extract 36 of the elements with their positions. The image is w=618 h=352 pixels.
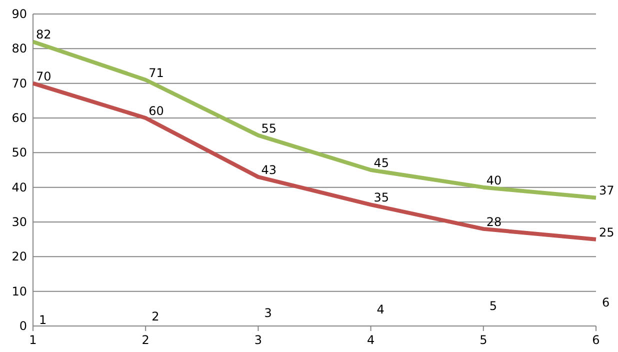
- x-tick-label: 1: [29, 333, 37, 347]
- data-label: 55: [261, 121, 276, 136]
- data-label: 60: [148, 104, 164, 118]
- data-label: 71: [148, 66, 164, 80]
- y-tick-label: 50: [12, 146, 27, 160]
- data-label: 37: [599, 184, 614, 198]
- data-label: 40: [486, 173, 502, 188]
- data-label: 35: [374, 190, 390, 205]
- y-tick-label: 0: [19, 319, 27, 333]
- y-tick-label: 60: [12, 111, 27, 125]
- data-label: 43: [261, 162, 276, 177]
- line-series: [31, 81, 598, 242]
- x-tick-label: 2: [142, 333, 150, 347]
- annotation: 2: [152, 310, 160, 324]
- x-tick-label: 5: [480, 333, 488, 347]
- annotation: 4: [376, 302, 384, 316]
- data-label: 45: [374, 156, 390, 170]
- annotation: 1: [39, 313, 47, 327]
- annotation: 3: [264, 306, 272, 320]
- data-label: 25: [599, 225, 614, 240]
- x-tick-label: 3: [254, 333, 262, 347]
- data-label: 70: [36, 69, 52, 84]
- y-tick-label: 80: [12, 42, 27, 56]
- text: 6: [602, 296, 610, 310]
- x-tick-label: 4: [366, 333, 375, 347]
- x-tick-label: 6: [592, 333, 600, 347]
- line-series: [31, 40, 598, 200]
- y-tick-label: 90: [12, 7, 27, 21]
- y-tick-label: 10: [12, 284, 27, 298]
- y-tick-label: 70: [12, 76, 27, 90]
- y-tick-label: 40: [12, 180, 27, 194]
- data-label: 82: [36, 28, 52, 42]
- y-tick-label: 30: [12, 215, 27, 229]
- y-tick-label: 20: [12, 250, 27, 264]
- annotation: 5: [489, 299, 498, 313]
- data-label: 28: [486, 214, 502, 229]
